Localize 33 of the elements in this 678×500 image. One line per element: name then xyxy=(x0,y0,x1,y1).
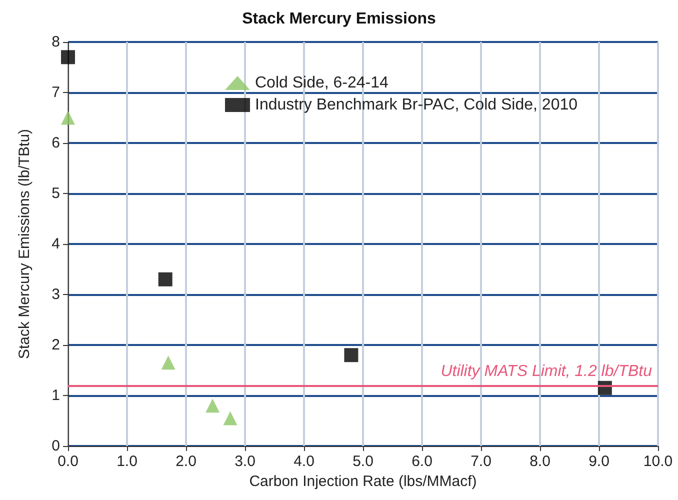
legend-label: Cold Side, 6-24-14 xyxy=(255,74,389,92)
y-tick-label: 2 xyxy=(52,336,60,354)
y-tick-label: 1 xyxy=(52,387,60,404)
x-tick-label: 0.0 xyxy=(58,453,78,470)
legend-label: Industry Benchmark Br-PAC, Cold Side, 2010 xyxy=(255,96,578,114)
y-tick-label: 6 xyxy=(52,134,60,152)
chart-title: Stack Mercury Emissions xyxy=(242,10,436,28)
y-tick-label: 4 xyxy=(52,236,60,252)
y-tick-label: 7 xyxy=(52,84,60,101)
x-tick-label: 6.0 xyxy=(412,453,432,470)
x-tick-label: 8.0 xyxy=(530,453,550,470)
point xyxy=(61,50,75,64)
x-tick-label: 5.0 xyxy=(352,453,374,470)
y-tick-label: 8 xyxy=(52,34,60,50)
ref-line-label: Utility MATS Limit, 1.2 lb/TBtu xyxy=(440,362,652,380)
point xyxy=(61,110,75,125)
point xyxy=(158,272,172,286)
x-tick-label: 3.0 xyxy=(234,453,256,470)
y-tick-label: 3 xyxy=(52,286,60,303)
x-tick-label: 10.0 xyxy=(643,453,673,470)
x-tick-label: 1.0 xyxy=(116,453,138,470)
x-tick-label: 4.0 xyxy=(294,453,314,470)
point xyxy=(223,411,238,426)
x-tick-label: 9.0 xyxy=(588,453,610,470)
x-tick-label: 2.0 xyxy=(176,453,196,470)
y-axis-title: Stack Mercury Emissions (lb/TBtu) xyxy=(16,128,33,360)
x-tick-label: 7.0 xyxy=(470,453,492,470)
x-axis-title: Carbon Injection Rate (lbs/MMacf) xyxy=(249,473,477,490)
point xyxy=(344,348,358,362)
y-tick-label: 5 xyxy=(52,185,60,202)
y-tick-label: 0 xyxy=(52,438,60,454)
point xyxy=(206,398,220,413)
point xyxy=(161,356,176,370)
